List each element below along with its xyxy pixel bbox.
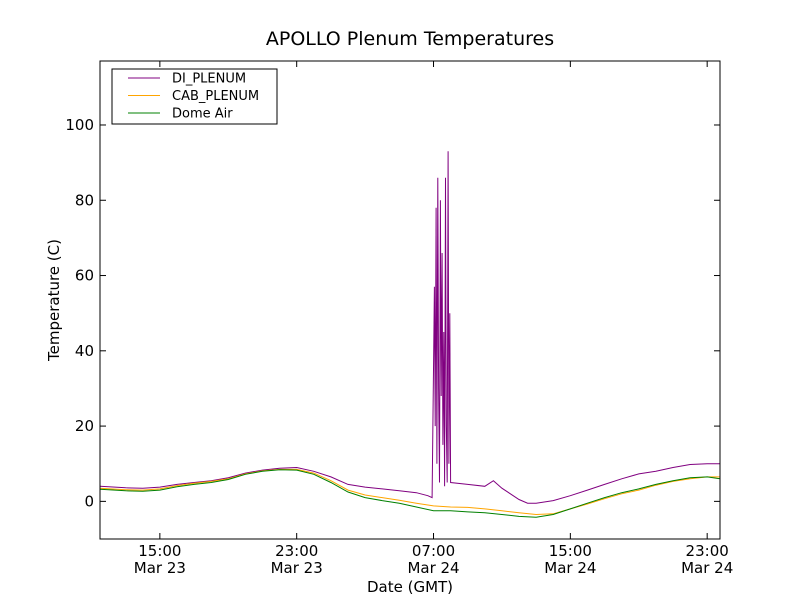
series-line-cab-plenum — [99, 468, 720, 516]
y-tick-label: 40 — [75, 342, 94, 360]
x-tick-time-label: 23:00 — [686, 542, 729, 560]
y-tick-label: 20 — [75, 417, 94, 435]
x-tick-date-label: Mar 24 — [544, 559, 596, 577]
series-line-dome-air — [99, 469, 721, 518]
x-tick-date-label: Mar 23 — [271, 559, 323, 577]
x-tick-time-label: 15:00 — [138, 542, 181, 560]
x-tick-time-label: 15:00 — [549, 542, 592, 560]
x-tick-time-label: 07:00 — [412, 542, 455, 560]
plot-frame — [99, 60, 721, 540]
legend: DI_PLENUM CAB_PLENUM Dome Air — [111, 68, 278, 125]
x-axis-label: Date (GMT) — [367, 578, 453, 596]
legend-label: Dome Air — [172, 107, 233, 122]
x-tick-date-label: Mar 24 — [407, 559, 459, 577]
series-layer — [99, 151, 721, 518]
y-tick-label: 80 — [75, 191, 94, 209]
legend-label: DI_PLENUM — [172, 72, 246, 87]
y-tick-label: 60 — [75, 267, 94, 285]
x-tick-time-label: 23:00 — [275, 542, 318, 560]
y-tick-label: 0 — [84, 492, 94, 510]
y-axis-label: Temperature (C) — [45, 239, 63, 362]
chart-title: APOLLO Plenum Temperatures — [266, 28, 554, 50]
x-tick-date-label: Mar 23 — [134, 559, 186, 577]
x-tick-date-label: Mar 24 — [681, 559, 733, 577]
legend-label: CAB_PLENUM — [172, 89, 259, 104]
y-tick-label: 100 — [65, 116, 94, 134]
series-line-di-plenum — [99, 151, 720, 504]
